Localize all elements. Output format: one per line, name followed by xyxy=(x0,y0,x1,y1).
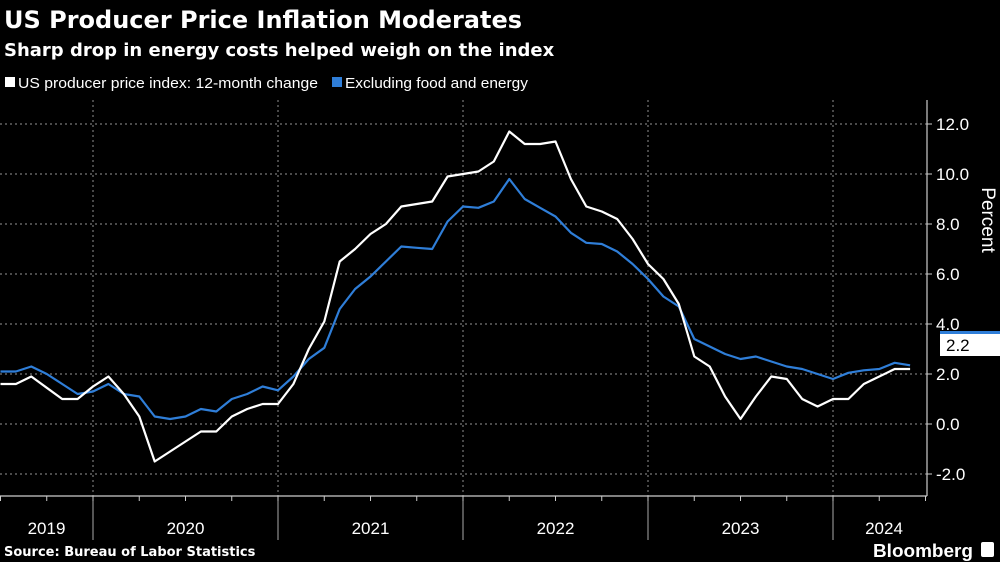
series-line-core xyxy=(0,177,911,421)
gridlines xyxy=(0,100,927,496)
series-line-ppi xyxy=(0,130,911,463)
y-tick-label: 0.0 xyxy=(936,415,960,434)
y-tick-label: 6.0 xyxy=(936,265,960,284)
bloomberg-terminal-icon xyxy=(981,542,994,557)
brand-name: Bloomberg xyxy=(873,541,973,561)
x-tick-label: 2024 xyxy=(865,519,903,538)
y-axis-label: Percent xyxy=(977,187,998,253)
y-tick-label: 8.0 xyxy=(936,215,960,234)
y-tick-label: 2.0 xyxy=(936,365,960,384)
chart-title: US Producer Price Inflation Moderates xyxy=(4,6,522,34)
y-tick-label: 12.0 xyxy=(936,115,969,134)
legend-swatch-ppi xyxy=(5,77,15,87)
legend-label-core: Excluding food and energy xyxy=(345,75,529,92)
y-tick-label: 4.0 xyxy=(936,315,960,334)
legend-swatch-core xyxy=(332,77,342,87)
y-tick-label: 10.0 xyxy=(936,165,969,184)
x-tick-label: 2020 xyxy=(167,519,205,538)
end-label-box xyxy=(940,334,1000,356)
x-tick-label: 2019 xyxy=(28,519,66,538)
chart-subtitle: Sharp drop in energy costs helped weigh … xyxy=(4,40,555,61)
legend-label-ppi: US producer price index: 12-month change xyxy=(18,75,318,92)
x-tick-label: 2022 xyxy=(537,519,575,538)
series-lines xyxy=(0,130,911,463)
x-tick-label: 2023 xyxy=(722,519,760,538)
end-label-core-stripe xyxy=(940,331,1000,334)
end-label-value: 2.2 xyxy=(946,336,970,355)
legend: US producer price index: 12-month change… xyxy=(5,75,529,92)
axes: 12.0 10.0 8.0 6.0 4.0 2.0 0.0 -2.0 2019 2020 2021 2… xyxy=(0,100,969,540)
y-tick-label: -2.0 xyxy=(936,465,965,484)
x-tick-label: 2021 xyxy=(352,519,390,538)
source-note: Source: Bureau of Labor Statistics xyxy=(4,545,256,560)
bloomberg-logo: Bloomberg xyxy=(873,541,994,561)
end-label: 2.2 xyxy=(940,331,1000,356)
